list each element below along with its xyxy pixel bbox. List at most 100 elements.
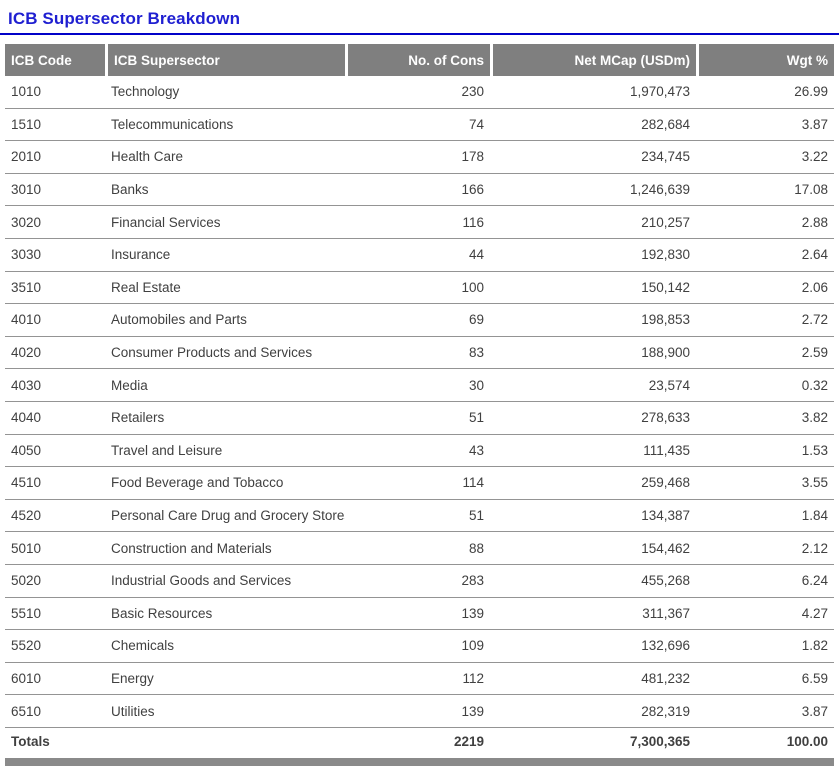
cell-no-of-cons: 43 bbox=[345, 435, 490, 468]
cell-icb-code: 4010 bbox=[5, 304, 105, 337]
cell-net-mcap: 134,387 bbox=[490, 500, 696, 533]
cell-net-mcap: 234,745 bbox=[490, 141, 696, 174]
cell-icb-supersector: Industrial Goods and Services bbox=[105, 565, 345, 598]
cell-wgt-pct: 3.82 bbox=[696, 402, 834, 435]
cell-no-of-cons: 74 bbox=[345, 109, 490, 142]
cell-icb-code: 2010 bbox=[5, 141, 105, 174]
cell-icb-supersector: Financial Services bbox=[105, 206, 345, 239]
col-header-wgt-pct: Wgt % bbox=[696, 44, 834, 76]
cell-no-of-cons: 100 bbox=[345, 272, 490, 305]
totals-label: Totals bbox=[11, 734, 50, 750]
cell-no-of-cons: 51 bbox=[345, 500, 490, 533]
cell-icb-code: 4020 bbox=[5, 337, 105, 370]
cell-net-mcap: 282,684 bbox=[490, 109, 696, 142]
cell-icb-supersector: Retailers bbox=[105, 402, 345, 435]
cell-wgt-pct: 3.87 bbox=[696, 695, 834, 728]
cell-icb-supersector: Food Beverage and Tobacco bbox=[105, 467, 345, 500]
cell-icb-supersector: Consumer Products and Services bbox=[105, 337, 345, 370]
cell-icb-code: 4040 bbox=[5, 402, 105, 435]
cell-wgt-pct: 3.87 bbox=[696, 109, 834, 142]
cell-no-of-cons: 69 bbox=[345, 304, 490, 337]
cell-no-of-cons: 51 bbox=[345, 402, 490, 435]
cell-wgt-pct: 2.88 bbox=[696, 206, 834, 239]
cell-icb-supersector: Insurance bbox=[105, 239, 345, 272]
cell-net-mcap: 132,696 bbox=[490, 630, 696, 663]
table-row: 5010 Construction and Materials 88 154,4… bbox=[5, 532, 834, 565]
cell-net-mcap: 455,268 bbox=[490, 565, 696, 598]
table-row: 4030 Media 30 23,574 0.32 bbox=[5, 369, 834, 402]
cell-no-of-cons: 139 bbox=[345, 598, 490, 631]
table-row: 1510 Telecommunications 74 282,684 3.87 bbox=[5, 109, 834, 142]
cell-net-mcap: 1,246,639 bbox=[490, 174, 696, 207]
cell-net-mcap: 311,367 bbox=[490, 598, 696, 631]
table-body: 1010 Technology 230 1,970,473 26.99 1510… bbox=[5, 76, 834, 728]
totals-wgt-pct: 100.00 bbox=[786, 734, 828, 750]
cell-wgt-pct: 1.53 bbox=[696, 435, 834, 468]
table-row: 5510 Basic Resources 139 311,367 4.27 bbox=[5, 598, 834, 631]
page-title: ICB Supersector Breakdown bbox=[8, 9, 241, 28]
totals-supersector-empty bbox=[105, 728, 345, 756]
cell-no-of-cons: 139 bbox=[345, 695, 490, 728]
cell-no-of-cons: 83 bbox=[345, 337, 490, 370]
cell-icb-supersector: Health Care bbox=[105, 141, 345, 174]
cell-icb-supersector: Telecommunications bbox=[105, 109, 345, 142]
cell-icb-supersector: Travel and Leisure bbox=[105, 435, 345, 468]
cell-icb-code: 1010 bbox=[5, 76, 105, 109]
cell-no-of-cons: 166 bbox=[345, 174, 490, 207]
cell-no-of-cons: 112 bbox=[345, 663, 490, 696]
col-header-net-mcap: Net MCap (USDm) bbox=[490, 44, 696, 76]
cell-wgt-pct: 2.06 bbox=[696, 272, 834, 305]
header-row: ICB Code ICB Supersector No. of Cons Net… bbox=[5, 44, 834, 76]
cell-no-of-cons: 283 bbox=[345, 565, 490, 598]
cell-no-of-cons: 44 bbox=[345, 239, 490, 272]
table-row: 5020 Industrial Goods and Services 283 4… bbox=[5, 565, 834, 598]
cell-net-mcap: 23,574 bbox=[490, 369, 696, 402]
cell-wgt-pct: 2.12 bbox=[696, 532, 834, 565]
cell-icb-code: 6510 bbox=[5, 695, 105, 728]
cell-wgt-pct: 6.24 bbox=[696, 565, 834, 598]
cell-net-mcap: 210,257 bbox=[490, 206, 696, 239]
cell-icb-supersector: Construction and Materials bbox=[105, 532, 345, 565]
table-row: 3020 Financial Services 116 210,257 2.88 bbox=[5, 206, 834, 239]
cell-icb-code: 3510 bbox=[5, 272, 105, 305]
cell-icb-supersector: Automobiles and Parts bbox=[105, 304, 345, 337]
cell-net-mcap: 481,232 bbox=[490, 663, 696, 696]
cell-net-mcap: 259,468 bbox=[490, 467, 696, 500]
totals-row: Totals 2219 7,300,365 100.00 bbox=[5, 728, 834, 756]
cell-net-mcap: 198,853 bbox=[490, 304, 696, 337]
cell-icb-code: 3010 bbox=[5, 174, 105, 207]
cell-wgt-pct: 6.59 bbox=[696, 663, 834, 696]
col-header-icb-code: ICB Code bbox=[5, 44, 105, 76]
table-row: 6510 Utilities 139 282,319 3.87 bbox=[5, 695, 834, 728]
totals-no-of-cons: 2219 bbox=[453, 734, 484, 750]
cell-wgt-pct: 3.22 bbox=[696, 141, 834, 174]
cell-no-of-cons: 230 bbox=[345, 76, 490, 109]
table-row: 1010 Technology 230 1,970,473 26.99 bbox=[5, 76, 834, 109]
table-row: 4520 Personal Care Drug and Grocery Stor… bbox=[5, 500, 834, 533]
cell-no-of-cons: 116 bbox=[345, 206, 490, 239]
cell-wgt-pct: 1.82 bbox=[696, 630, 834, 663]
cell-icb-supersector: Energy bbox=[105, 663, 345, 696]
cell-icb-supersector: Chemicals bbox=[105, 630, 345, 663]
icb-breakdown-table: ICB Code ICB Supersector No. of Cons Net… bbox=[5, 44, 834, 756]
cell-icb-code: 5020 bbox=[5, 565, 105, 598]
col-header-no-of-cons: No. of Cons bbox=[345, 44, 490, 76]
cell-icb-code: 3030 bbox=[5, 239, 105, 272]
cell-no-of-cons: 88 bbox=[345, 532, 490, 565]
cell-wgt-pct: 2.72 bbox=[696, 304, 834, 337]
cell-wgt-pct: 3.55 bbox=[696, 467, 834, 500]
cell-icb-code: 4030 bbox=[5, 369, 105, 402]
cell-no-of-cons: 114 bbox=[345, 467, 490, 500]
cell-wgt-pct: 17.08 bbox=[696, 174, 834, 207]
cell-icb-supersector: Personal Care Drug and Grocery Stores bbox=[105, 500, 345, 533]
cell-icb-supersector: Banks bbox=[105, 174, 345, 207]
cell-icb-code: 3020 bbox=[5, 206, 105, 239]
cell-net-mcap: 111,435 bbox=[490, 435, 696, 468]
totals-net-mcap: 7,300,365 bbox=[629, 734, 690, 750]
cell-wgt-pct: 2.59 bbox=[696, 337, 834, 370]
cell-net-mcap: 150,142 bbox=[490, 272, 696, 305]
table-row: 4010 Automobiles and Parts 69 198,853 2.… bbox=[5, 304, 834, 337]
cell-net-mcap: 1,970,473 bbox=[490, 76, 696, 109]
table-row: 4050 Travel and Leisure 43 111,435 1.53 bbox=[5, 435, 834, 468]
